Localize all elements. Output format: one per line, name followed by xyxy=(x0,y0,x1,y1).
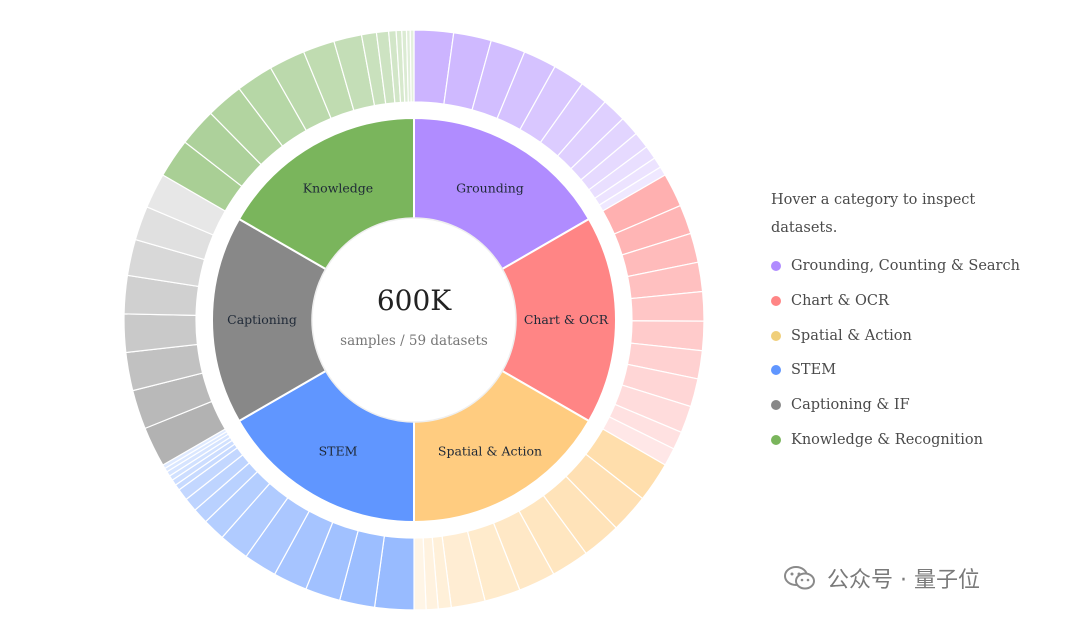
legend-item-stem[interactable]: STEM xyxy=(771,353,1051,388)
outer-slice-6-14[interactable] xyxy=(409,29,415,103)
inner-labels: Grounding Chart & OCR Spatial & Action STEM… xyxy=(227,180,609,458)
legend-dot-stem xyxy=(771,365,781,376)
wechat-icon xyxy=(784,566,815,590)
watermark: 公众号 · 量子位 xyxy=(783,562,980,594)
inner-label-1: Grounding xyxy=(456,180,524,195)
inner-label-6: Knowledge xyxy=(303,180,373,195)
legend-dot-spatial-action xyxy=(771,330,781,341)
inner-label-5: Captioning xyxy=(227,312,297,327)
legend-item-knowledge[interactable]: Knowledge & Recognition xyxy=(771,422,1051,457)
inner-label-2: Chart & OCR xyxy=(524,312,609,327)
legend-label-chart-ocr: Chart & OCR xyxy=(791,293,889,310)
legend-label-stem: STEM xyxy=(791,362,837,379)
legend-item-chart-ocr[interactable]: Chart & OCR xyxy=(771,284,1051,319)
legend: Grounding, Counting & Search Chart & OCR… xyxy=(771,249,1051,457)
legend-label-knowledge: Knowledge & Recognition xyxy=(791,431,983,448)
center-disc xyxy=(311,217,517,423)
inner-label-4: STEM xyxy=(319,444,358,459)
legend-dot-knowledge xyxy=(771,434,781,445)
inner-label-3: Spatial & Action xyxy=(438,444,542,459)
legend-item-grounding[interactable]: Grounding, Counting & Search xyxy=(771,249,1051,284)
legend-label-captioning: Captioning & IF xyxy=(791,397,910,414)
legend-label-grounding: Grounding, Counting & Search xyxy=(791,258,1020,275)
center-total: 600K xyxy=(377,284,452,317)
hover-hint: Hover a category to inspect datasets. xyxy=(771,192,976,236)
watermark-text: 公众号 · 量子位 xyxy=(827,568,980,593)
inner-ring xyxy=(210,116,618,524)
legend-label-spatial-action: Spatial & Action xyxy=(791,327,912,344)
legend-dot-grounding xyxy=(771,261,781,272)
outer-ring xyxy=(123,29,705,611)
legend-item-captioning[interactable]: Captioning & IF xyxy=(771,388,1051,423)
legend-dot-chart-ocr xyxy=(771,296,781,307)
legend-item-spatial-action[interactable]: Spatial & Action xyxy=(771,318,1051,353)
center-caption: samples / 59 datasets xyxy=(340,333,488,349)
legend-dot-captioning xyxy=(771,400,781,411)
legend-panel: Hover a category to inspect datasets. Gr… xyxy=(771,186,1051,457)
